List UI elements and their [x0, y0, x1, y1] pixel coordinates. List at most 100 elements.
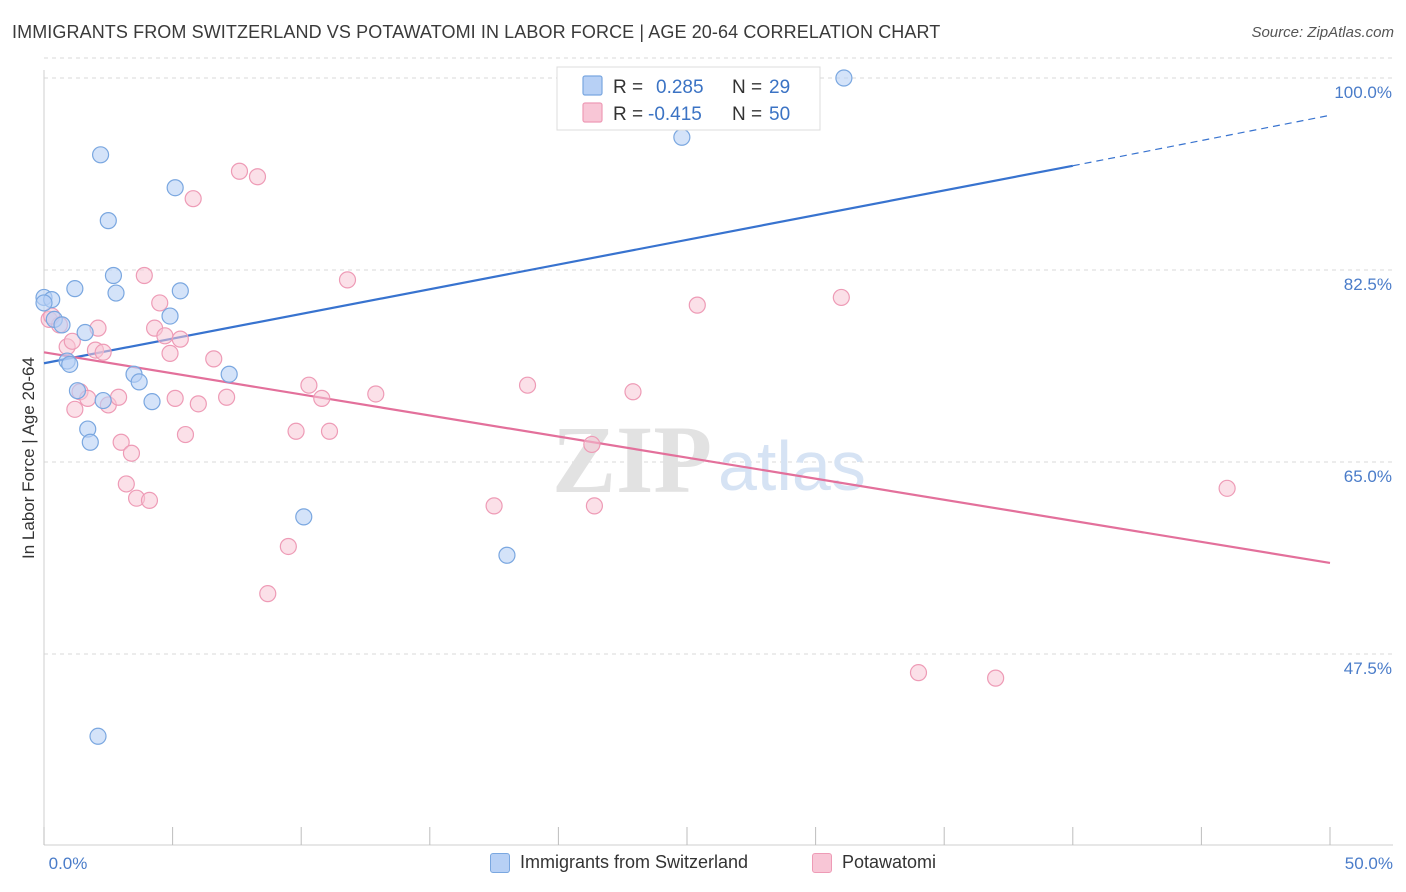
point-potawatomi [313, 389, 331, 407]
point-switzerland [35, 294, 53, 312]
trend-lines [43, 114, 1331, 565]
point-potawatomi [218, 388, 236, 406]
y-tick-label: 82.5% [1344, 275, 1392, 294]
point-potawatomi [230, 162, 249, 180]
trend-line-potawatomi [43, 351, 1331, 565]
chart-source: Source: ZipAtlas.com [1251, 24, 1394, 41]
point-switzerland [68, 382, 87, 400]
point-potawatomi [140, 491, 159, 509]
point-switzerland [53, 316, 71, 334]
point-potawatomi [151, 294, 169, 312]
point-switzerland [143, 393, 161, 411]
point-potawatomi [166, 389, 184, 407]
point-switzerland [171, 282, 189, 300]
point-potawatomi [367, 385, 385, 403]
bottom-legend-label-potawatomi: Potawatomi [842, 852, 937, 872]
point-potawatomi [300, 376, 318, 394]
bottom-legend-item-switzerland[interactable]: Immigrants from Switzerland [490, 852, 748, 873]
legend-box: R = 0.285 N = 29 R = -0.415 N = 50 [556, 66, 821, 131]
point-switzerland [104, 266, 123, 285]
point-potawatomi [63, 332, 81, 350]
point-switzerland [94, 391, 112, 410]
legend-n-value-2: 50 [769, 104, 790, 125]
point-potawatomi [161, 344, 179, 362]
point-switzerland [107, 284, 125, 302]
point-potawatomi [156, 327, 174, 345]
point-potawatomi [909, 664, 928, 682]
bottom-legend-swatch-pink [812, 852, 832, 873]
point-potawatomi [518, 376, 537, 394]
point-switzerland [161, 307, 179, 325]
legend-swatch-blue [582, 75, 603, 96]
point-switzerland [81, 433, 99, 451]
point-potawatomi [171, 330, 189, 348]
tick-labels: 47.5% 65.0% 82.5% 100.0% 0.0% 50.0% [49, 83, 1393, 873]
point-potawatomi [583, 435, 601, 454]
point-switzerland [91, 146, 110, 164]
legend-r-value-2: -0.415 [648, 104, 702, 125]
x-tick-label: 50.0% [1345, 854, 1393, 873]
point-potawatomi [66, 400, 84, 418]
point-potawatomi [109, 388, 128, 406]
legend-r-label-2: R = [613, 104, 643, 125]
point-potawatomi [585, 497, 604, 515]
bottom-legend-label-switzerland: Immigrants from Switzerland [520, 852, 749, 872]
point-potawatomi [248, 168, 267, 186]
bottom-legend-item-potawatomi[interactable]: Potawatomi [812, 852, 936, 873]
point-switzerland [673, 128, 691, 146]
point-switzerland [295, 508, 313, 526]
point-switzerland [166, 179, 184, 197]
point-potawatomi [832, 288, 850, 307]
point-potawatomi [987, 669, 1005, 687]
point-potawatomi [624, 383, 642, 401]
point-switzerland [61, 355, 79, 373]
point-switzerland [220, 365, 238, 383]
point-potawatomi [94, 343, 112, 361]
point-potawatomi [122, 444, 141, 462]
point-potawatomi [320, 422, 339, 440]
point-potawatomi [184, 190, 202, 208]
point-potawatomi [279, 537, 297, 556]
x-tick-label: 0.0% [49, 854, 88, 873]
legend-n-value-1: 29 [769, 77, 790, 98]
trend-line-switzerland [43, 164, 1074, 365]
legend-r-label-1: R = [613, 77, 643, 98]
point-potawatomi [176, 425, 195, 444]
point-potawatomi [259, 585, 277, 603]
y-axis-label: In Labor Force | Age 20-64 [19, 357, 38, 559]
point-potawatomi [1218, 479, 1236, 497]
point-potawatomi [338, 271, 357, 289]
point-switzerland [498, 546, 516, 564]
chart-title: IMMIGRANTS FROM SWITZERLAND VS POTAWATOM… [12, 22, 941, 42]
bottom-legend: Immigrants from Switzerland Potawatomi [0, 852, 1406, 878]
trend-line-switzerland-extension [1072, 114, 1331, 167]
axes-layer [43, 70, 1393, 846]
point-potawatomi [287, 422, 305, 440]
legend-r-value-1: 0.285 [656, 77, 704, 98]
point-switzerland [66, 280, 84, 298]
point-potawatomi [189, 395, 207, 413]
point-switzerland [76, 323, 94, 342]
y-tick-label: 65.0% [1344, 467, 1392, 486]
points-layer [35, 69, 1236, 745]
legend-swatch-pink [582, 102, 603, 123]
legend-n-label-1: N = [732, 77, 762, 98]
point-switzerland [130, 373, 148, 391]
point-switzerland [99, 212, 117, 230]
legend-n-label-2: N = [732, 104, 762, 125]
point-switzerland [89, 727, 107, 745]
watermark: ZIP atlas [552, 406, 866, 513]
y-tick-label: 100.0% [1334, 83, 1392, 102]
point-potawatomi [117, 475, 135, 493]
point-potawatomi [485, 497, 503, 515]
point-potawatomi [688, 296, 706, 314]
point-potawatomi [205, 350, 223, 368]
grid-layer [44, 57, 1393, 655]
watermark-zip: ZIP [552, 406, 712, 513]
point-potawatomi [112, 433, 130, 451]
point-potawatomi [135, 266, 153, 285]
point-switzerland [835, 69, 853, 87]
y-tick-label: 47.5% [1344, 659, 1392, 678]
bottom-legend-swatch-blue [490, 852, 510, 873]
